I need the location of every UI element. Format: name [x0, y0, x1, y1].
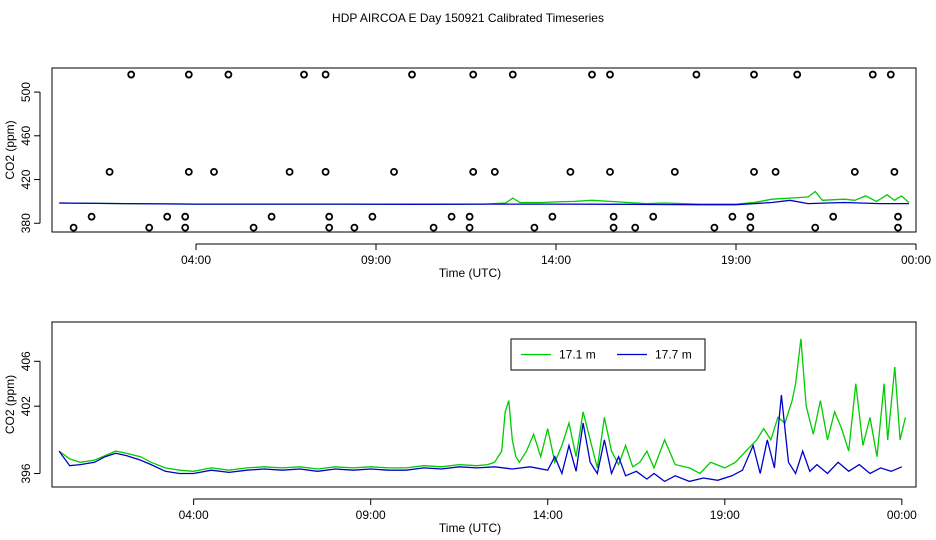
plot-frame	[51, 67, 917, 233]
data-point	[631, 223, 640, 232]
data-point	[184, 167, 193, 176]
data-point	[181, 223, 190, 232]
data-point	[181, 212, 190, 221]
x-tick-label: 09:00	[356, 508, 386, 522]
data-point	[469, 70, 478, 79]
data-point	[69, 223, 78, 232]
x-tick-label: 14:00	[541, 253, 571, 267]
series-line-17-1-m	[58, 338, 907, 475]
data-point	[127, 70, 136, 79]
data-point	[670, 167, 679, 176]
data-point	[710, 223, 719, 232]
data-point	[649, 212, 658, 221]
data-point	[609, 223, 618, 232]
top-panel: 04:00 09:00 14:00 19:00 00:00 Time (UTC) 380 42…	[3, 67, 931, 280]
data-point	[746, 212, 755, 221]
data-point	[325, 223, 334, 232]
plot-frame	[51, 321, 917, 488]
data-point	[300, 70, 308, 79]
x-tick-label: 19:00	[710, 508, 740, 522]
data-point	[321, 167, 330, 176]
x-tick-label: 04:00	[179, 508, 209, 522]
data-point	[829, 212, 838, 221]
data-point	[285, 167, 294, 176]
y-axis-label: CO2 (ppm)	[3, 375, 17, 434]
data-point	[145, 223, 154, 232]
data-point	[894, 212, 902, 221]
data-point	[771, 167, 780, 176]
data-point	[368, 212, 377, 221]
data-point	[350, 223, 359, 232]
data-point	[469, 167, 478, 176]
data-point	[408, 70, 416, 79]
data-point	[746, 223, 755, 232]
y-tick-label: 420	[19, 169, 33, 189]
data-point	[105, 167, 114, 176]
data-point	[267, 212, 276, 221]
x-tick-label: 04:00	[181, 253, 211, 267]
data-point	[588, 70, 596, 79]
data-point	[750, 167, 758, 176]
x-tick-label: 00:00	[887, 508, 917, 522]
data-point	[890, 167, 899, 176]
data-point	[447, 212, 456, 221]
data-point	[793, 70, 802, 79]
data-point	[508, 70, 517, 79]
y-tick-label: 380	[19, 213, 33, 233]
data-point	[850, 167, 859, 176]
data-point	[886, 70, 895, 79]
bottom-panel: 04:00 09:00 14:00 19:00 00:00 Time (UTC) 396 40…	[3, 321, 917, 535]
data-point	[490, 167, 499, 176]
data-point	[465, 212, 474, 221]
data-point	[87, 212, 96, 221]
data-point	[429, 223, 438, 232]
x-tick-label: 00:00	[901, 253, 931, 267]
data-point	[390, 167, 398, 176]
data-point	[868, 70, 877, 79]
series-line-17-7-m	[58, 394, 903, 483]
legend-label: 17.1 m	[559, 348, 596, 362]
y-axis-label: CO2 (ppm)	[3, 120, 17, 179]
legend: 17.1 m 17.7 m	[510, 338, 706, 371]
x-axis-label: Time (UTC)	[439, 266, 501, 280]
data-point	[811, 223, 820, 232]
data-point	[548, 212, 557, 221]
data-point	[750, 70, 758, 79]
data-point	[606, 70, 614, 79]
x-tick-label: 09:00	[361, 253, 391, 267]
y-tick-label: 500	[19, 82, 33, 102]
data-point	[325, 212, 334, 221]
y-tick-label: 460	[19, 125, 33, 145]
data-point	[184, 70, 193, 79]
x-axis-label: Time (UTC)	[439, 521, 501, 535]
y-tick-label: 406	[19, 351, 33, 371]
data-point	[692, 70, 701, 79]
data-point	[609, 212, 618, 221]
data-point	[530, 223, 539, 232]
data-point	[606, 167, 614, 176]
series-line-17-7-m	[59, 199, 909, 206]
legend-label: 17.7 m	[655, 348, 692, 362]
data-point	[566, 167, 575, 176]
data-point	[321, 70, 330, 79]
y-tick-label: 402	[19, 396, 33, 416]
data-point	[210, 167, 218, 176]
data-point	[728, 212, 737, 221]
data-point	[465, 223, 474, 232]
x-tick-label: 14:00	[533, 508, 563, 522]
data-point	[249, 223, 258, 232]
y-tick-label: 396	[19, 463, 33, 483]
data-point	[163, 212, 172, 221]
data-point	[224, 70, 233, 79]
x-tick-label: 19:00	[721, 253, 751, 267]
series-line-17-1-m	[59, 190, 910, 205]
data-point	[894, 223, 902, 232]
figure-title: HDP AIRCOA E Day 150921 Calibrated Times…	[332, 11, 604, 25]
